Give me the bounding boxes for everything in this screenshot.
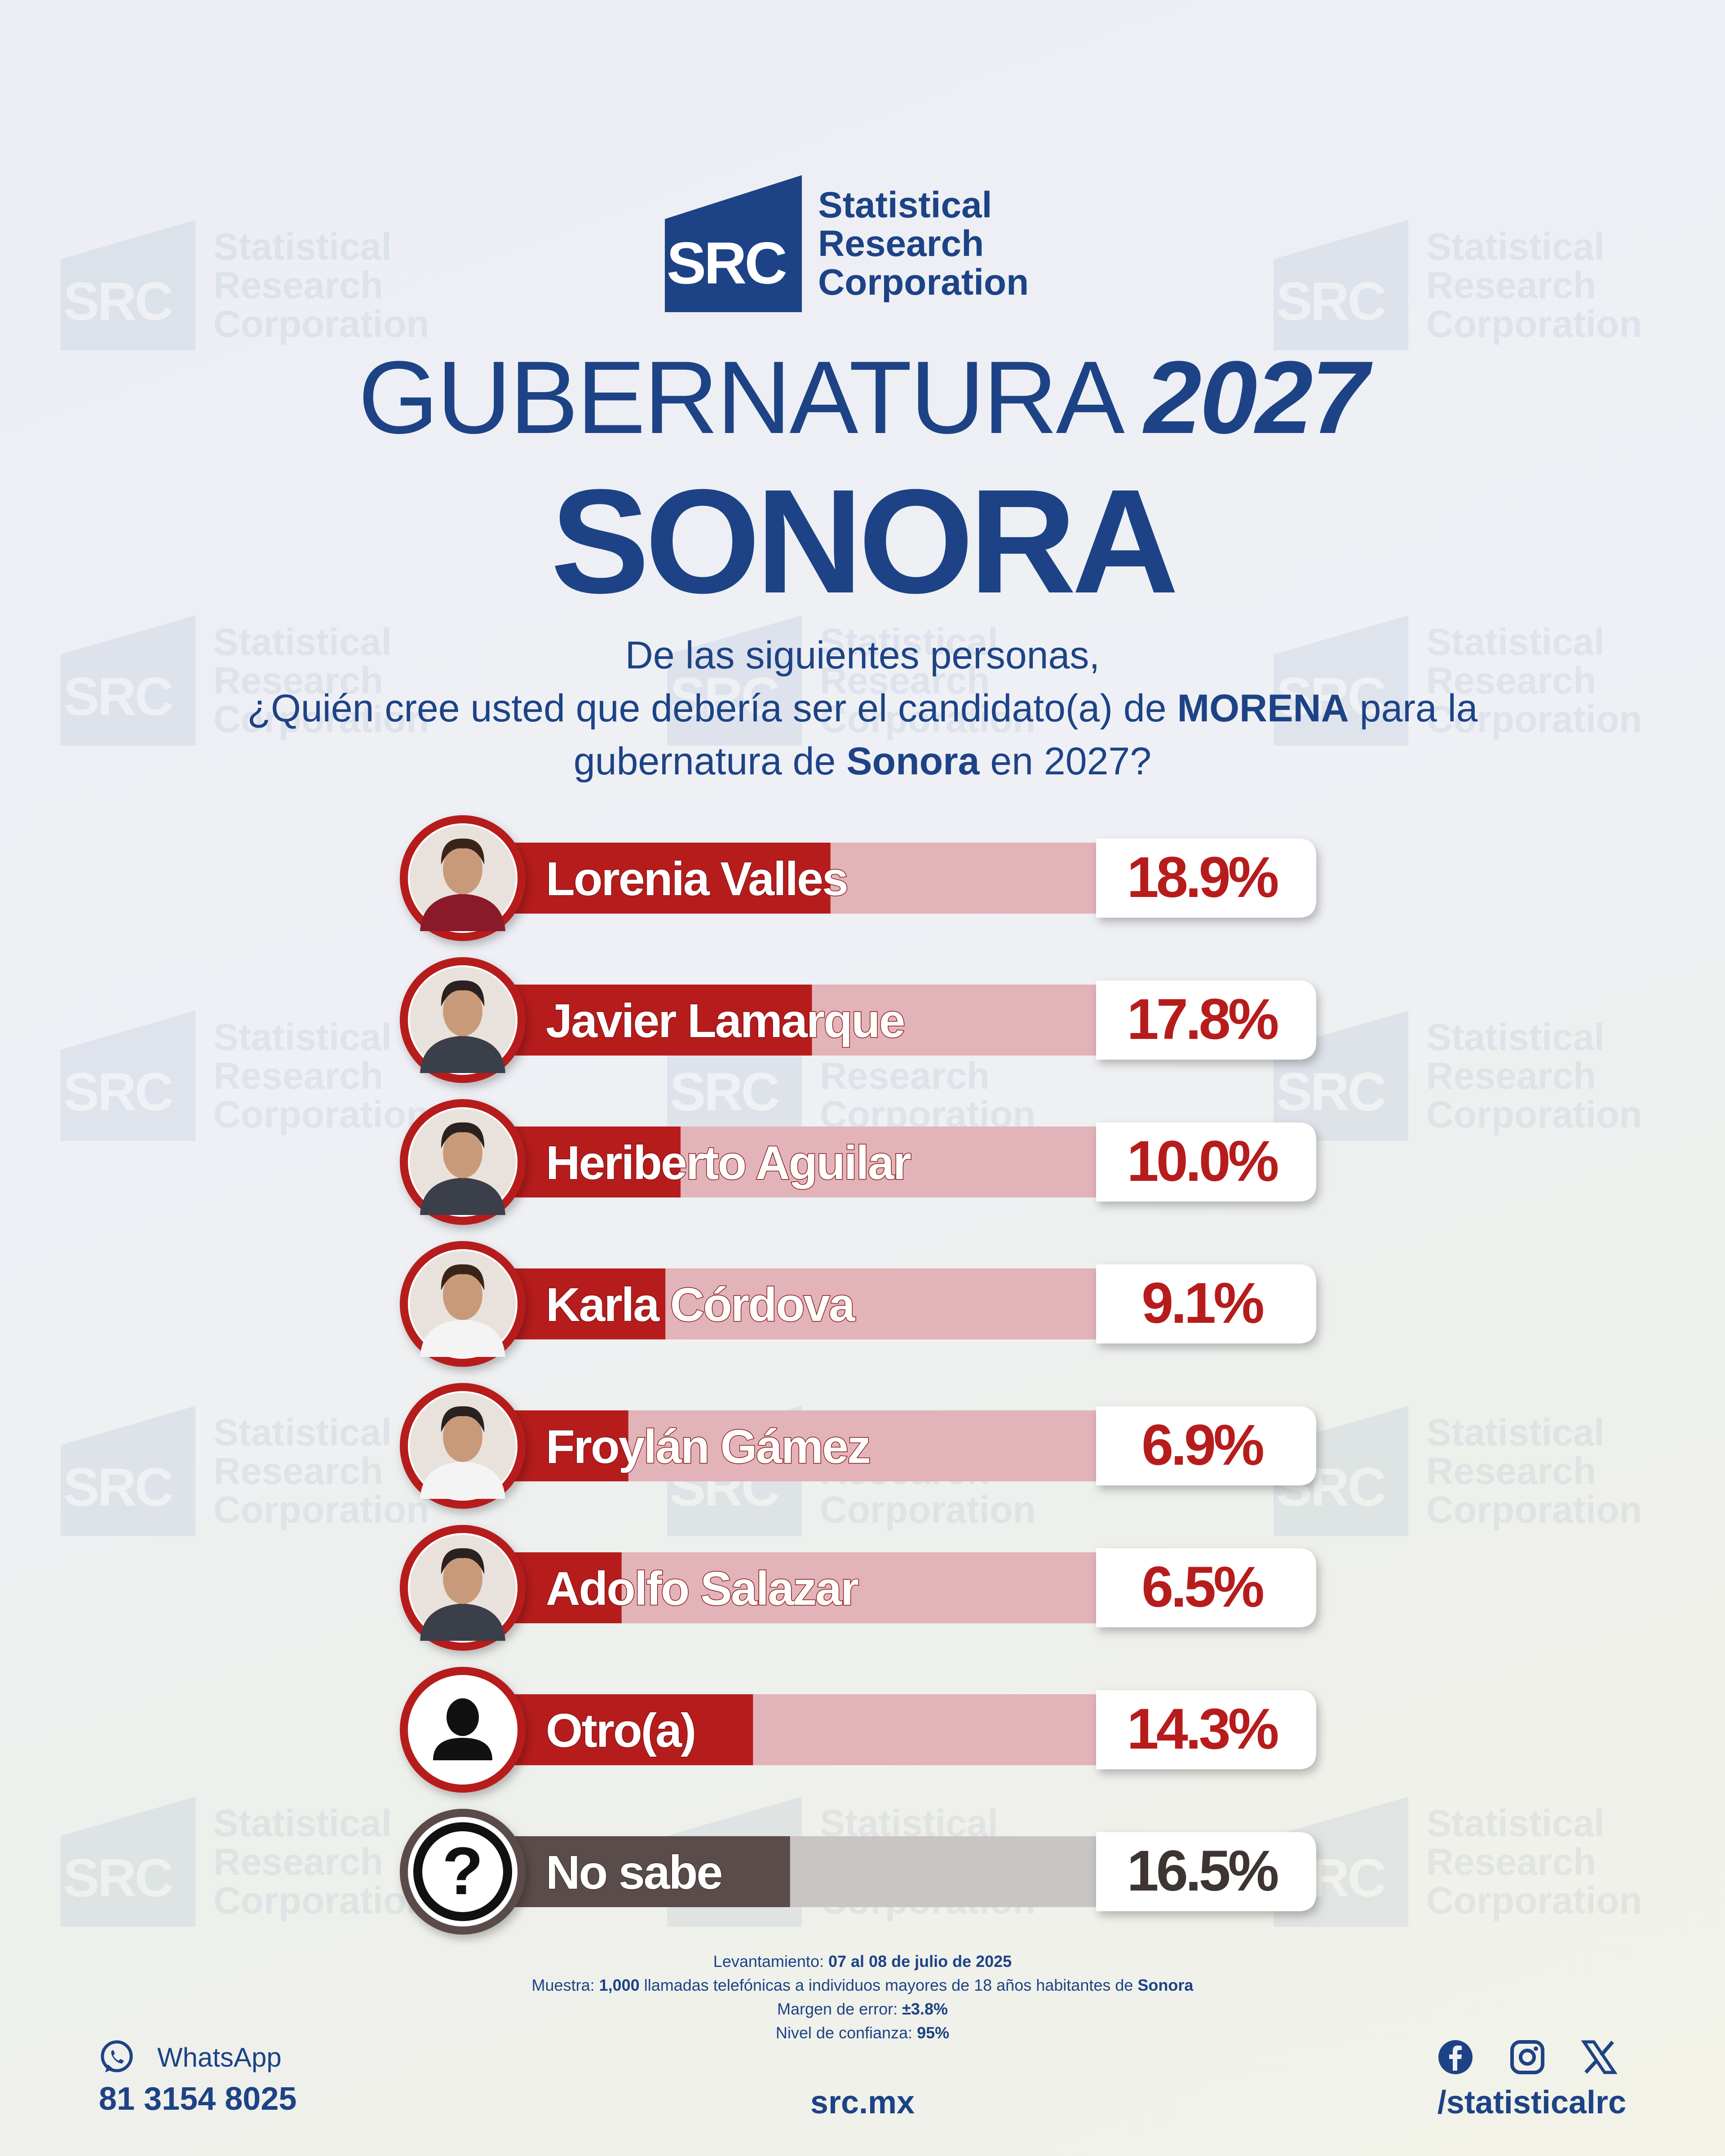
bar: [512, 1127, 681, 1197]
question-line-1: De las siguientes personas,: [625, 634, 1100, 677]
x-icon[interactable]: [1581, 2039, 1617, 2075]
title-year: 2027: [1144, 340, 1369, 455]
category-label: Froylán Gámez: [546, 1420, 870, 1473]
chart-row: 18.9% Lorenia Valles: [400, 815, 1316, 941]
question-line-3: gubernatura de Sonora en 2027?: [573, 740, 1152, 783]
candidate-photo: [410, 1535, 516, 1641]
question-icon: ?: [413, 1822, 512, 1921]
brand-logo: SRC Statistical Research Corporation: [665, 175, 1029, 312]
value-box: [1096, 1122, 1316, 1202]
margin-of-error: Margen de error: ±3.8%: [777, 2000, 948, 2018]
category-label: Lorenia Valles: [546, 853, 847, 906]
category-label: Otro(a): [546, 1704, 695, 1757]
chart-row: 10.0% Heriberto Aguilar: [400, 1099, 1316, 1225]
value-label: 16.5%: [1127, 1839, 1278, 1903]
title-gubernatura: GUBERNATURA: [358, 340, 1119, 455]
value-label: 18.9%: [1127, 845, 1278, 910]
chart-row: 14.3% Otro(a): [400, 1667, 1316, 1793]
candidate-photo: [410, 1393, 516, 1499]
chart-row: 6.5% Adolfo Salazar: [400, 1525, 1316, 1651]
brand-name: Statistical Research Corporation: [818, 184, 1029, 303]
question-line-2: ¿Quién cree usted que debería ser el can…: [247, 687, 1478, 730]
facebook-icon[interactable]: [1438, 2039, 1473, 2075]
social-links: /statisticalrc: [1438, 2039, 1626, 2121]
category-label: Heriberto Aguilar: [546, 1136, 911, 1189]
avatar-bg: [408, 1817, 518, 1926]
bar: [512, 1268, 666, 1339]
phone-number[interactable]: 81 3154 8025: [99, 2081, 297, 2117]
confidence-level: Nivel de confianza: 95%: [775, 2023, 950, 2042]
value-box: [1096, 1548, 1316, 1627]
value-box: [1096, 1832, 1316, 1911]
category-label: Javier Lamarque: [546, 994, 904, 1047]
sample-info: Muestra: 1,000 llamadas telefónicas a in…: [531, 1976, 1194, 1994]
candidate-photo: [410, 825, 516, 931]
value-label: 6.5%: [1141, 1555, 1263, 1619]
candidate-photo: [410, 1109, 516, 1215]
value-label: 9.1%: [1141, 1271, 1263, 1335]
bar: [512, 1552, 622, 1623]
chart-row: 6.9% Froylán Gámez: [400, 1383, 1316, 1509]
person-icon: [433, 1698, 492, 1760]
page-subtitle-state: SONORA: [550, 458, 1179, 624]
value-label: 10.0%: [1127, 1129, 1278, 1193]
value-box: [1096, 1406, 1316, 1485]
whatsapp-icon[interactable]: [99, 2039, 135, 2075]
website-link[interactable]: src.mx: [810, 2085, 915, 2121]
survey-question: De las siguientes personas, ¿Quién cree …: [90, 629, 1635, 788]
category-label: Karla Córdova: [546, 1278, 856, 1331]
src-logo-mark: SRC: [665, 175, 802, 312]
value-box: [1096, 1690, 1316, 1769]
page-title: GUBERNATURA 2027: [0, 346, 1725, 449]
contact-whatsapp: WhatsApp 81 3154 8025: [99, 2039, 296, 2117]
bar: [512, 1694, 753, 1765]
value-box: [1096, 1264, 1316, 1343]
whatsapp-label: WhatsApp: [157, 2042, 282, 2072]
chart-row: 16.5% No sabe?: [400, 1809, 1316, 1935]
value-box: [1096, 981, 1316, 1060]
category-label: Adolfo Salazar: [546, 1562, 858, 1615]
svg-text:?: ?: [442, 1833, 483, 1909]
fieldwork-dates: Levantamiento: 07 al 08 de julio de 2025: [713, 1952, 1012, 1970]
instagram-icon[interactable]: [1509, 2039, 1545, 2075]
candidate-photo: [410, 967, 516, 1073]
bar: [512, 985, 812, 1056]
value-label: 14.3%: [1127, 1697, 1278, 1761]
chart-row: 9.1% Karla Córdova: [400, 1241, 1316, 1367]
value-label: 6.9%: [1141, 1413, 1263, 1477]
category-label: No sabe: [546, 1846, 721, 1899]
value-label: 17.8%: [1127, 987, 1278, 1051]
bar: [512, 843, 831, 914]
chart-row: 17.8% Javier Lamarque: [400, 957, 1316, 1083]
value-box: [1096, 839, 1316, 918]
candidate-photo: [410, 1251, 516, 1357]
bar: [512, 1410, 628, 1481]
social-handle[interactable]: /statisticalrc: [1437, 2085, 1626, 2121]
methodology-notes: Levantamiento: 07 al 08 de julio de 2025…: [0, 1949, 1725, 2045]
bar: [512, 1836, 790, 1907]
